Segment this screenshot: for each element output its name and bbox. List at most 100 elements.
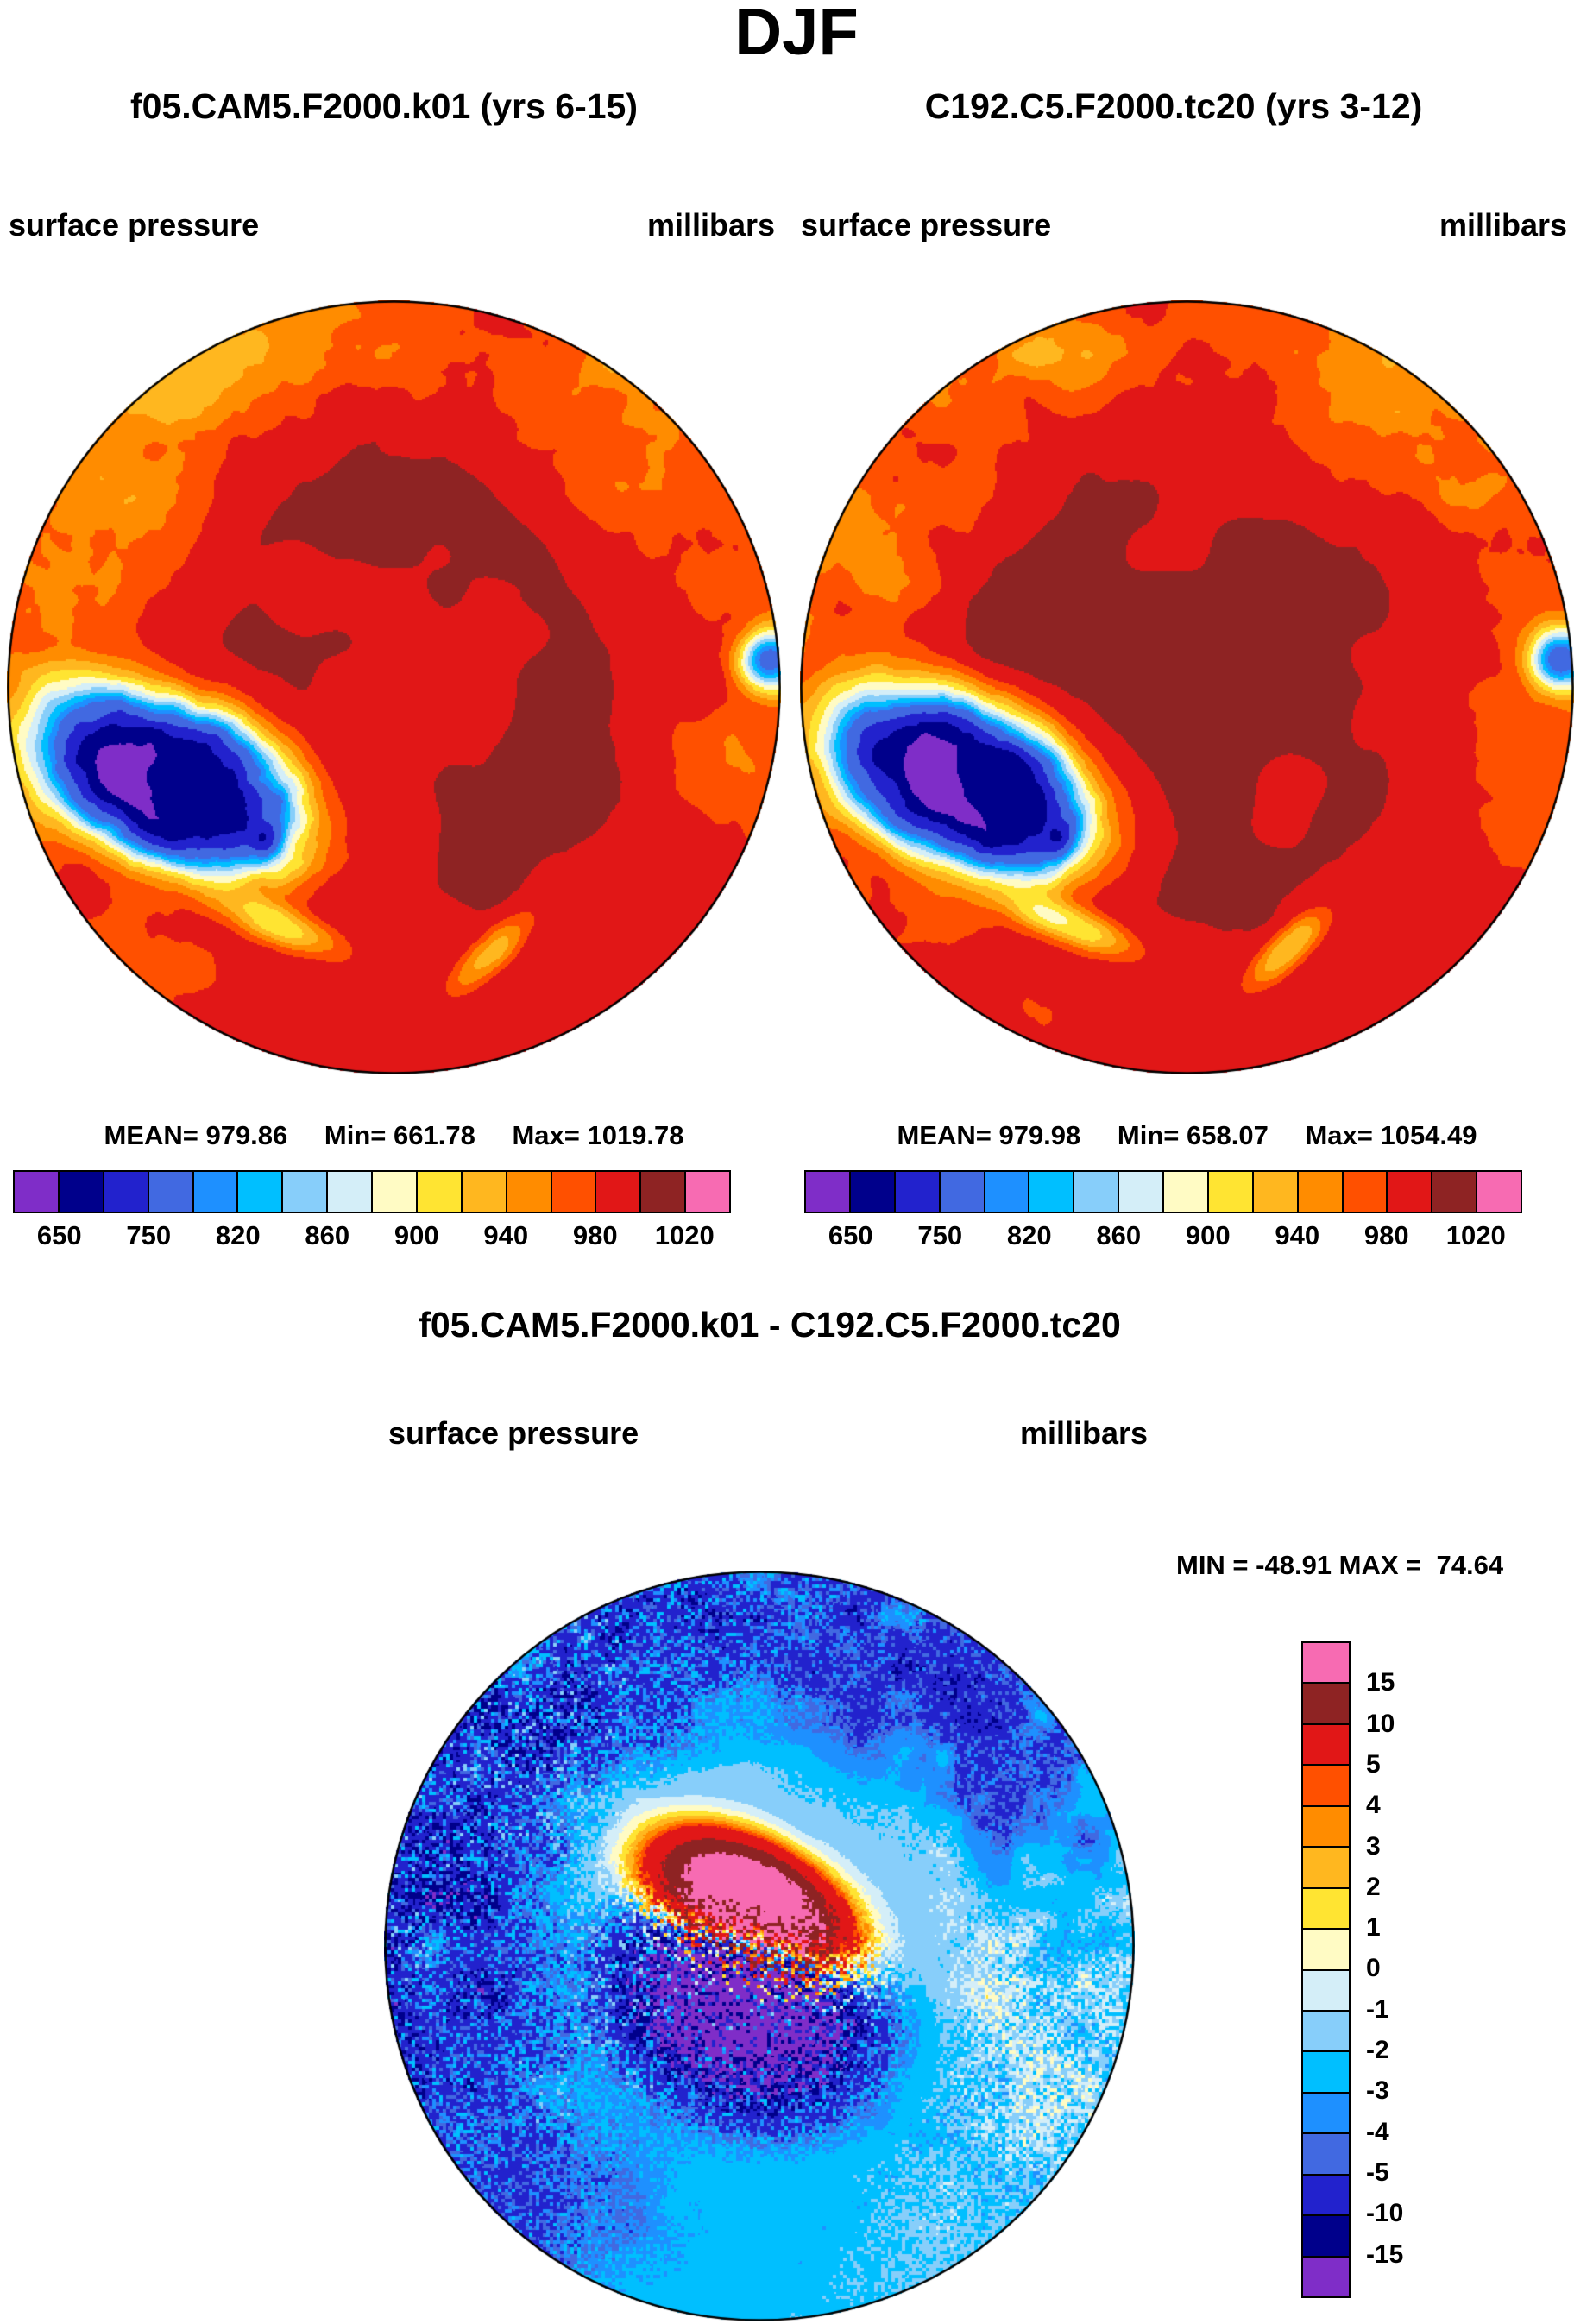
stats-right-mean: MEAN= 979.98	[897, 1120, 1081, 1150]
colorbar-box	[1303, 2175, 1349, 2217]
colorbar-box	[1303, 2257, 1349, 2296]
colorbar-box	[1253, 1172, 1299, 1212]
units-label-right: millibars	[1439, 207, 1567, 242]
difference-colorbar-tick-label: -4	[1366, 2117, 1389, 2146]
difference-colorbar-boxes	[1301, 1641, 1351, 2298]
field-label-diff: surface pressure	[388, 1415, 639, 1451]
colorbar-box	[1303, 1766, 1349, 1807]
colorbar-box	[1298, 1172, 1344, 1212]
colorbar-box	[940, 1172, 985, 1212]
colorbar-box	[641, 1172, 687, 1212]
colorbar-box	[1303, 1848, 1349, 1889]
colorbar-tick-label: 940	[483, 1220, 529, 1250]
colorbar-box	[1303, 1724, 1349, 1767]
colorbar-box	[462, 1172, 507, 1212]
colorbar-box	[1303, 2011, 1349, 2053]
difference-colorbar-tick-label: -10	[1366, 2199, 1404, 2228]
colorbar-box	[1303, 2052, 1349, 2094]
colorbar-box	[1477, 1172, 1521, 1212]
difference-label-row: surface pressure millibars	[388, 1415, 1148, 1452]
stats-right: MEAN= 979.98 Min= 658.07 Max= 1054.49	[800, 1120, 1574, 1151]
difference-colorbar-tick-label: -3	[1366, 2076, 1389, 2106]
colorbar-box	[417, 1172, 463, 1212]
field-label-left: surface pressure	[9, 207, 260, 242]
colorbar-tick-label: 900	[1185, 1220, 1231, 1250]
difference-colorbar-tick-label: 4	[1366, 1791, 1381, 1820]
colorbar-box	[1303, 1806, 1349, 1848]
difference-colorbar-tick-label: -5	[1366, 2157, 1389, 2187]
colorbar-box	[104, 1172, 149, 1212]
colorbar-boxes	[804, 1170, 1522, 1213]
colorbar-tick-label: 750	[917, 1220, 963, 1250]
colorbar-box	[1303, 1684, 1349, 1725]
colorbar-box	[193, 1172, 239, 1212]
stats-right-min: Min= 658.07	[1117, 1120, 1269, 1150]
difference-colorbar-tick-label: 15	[1366, 1668, 1395, 1697]
colorbar-tick-label: 750	[126, 1220, 172, 1250]
colorbar-tick-label: 860	[305, 1220, 350, 1250]
colorbar-box	[238, 1172, 284, 1212]
colorbar-box	[1303, 2093, 1349, 2135]
colorbar-tick-label: 940	[1275, 1220, 1320, 1250]
colorbar-tick-label: 820	[1006, 1220, 1052, 1250]
stats-left-min: Min= 661.78	[324, 1120, 475, 1150]
colorbar-box	[373, 1172, 418, 1212]
colorbar-box	[806, 1172, 851, 1212]
colorbar-box	[1303, 1970, 1349, 2012]
colorbar-box	[15, 1172, 60, 1212]
season-title: DJF	[734, 0, 859, 69]
stats-left-max: Max= 1019.78	[512, 1120, 684, 1150]
colorbar-box	[1074, 1172, 1120, 1212]
colorbar-box	[1343, 1172, 1388, 1212]
difference-minmax: MIN = -48.91 MAX = 74.64	[1176, 1550, 1504, 1580]
colorbar-box	[985, 1172, 1030, 1212]
colorbar-box	[1303, 1643, 1349, 1685]
colorbar-ticks: 650 750 820 860 900 940 980 1020	[13, 1220, 731, 1253]
difference-colorbar-tick-label: 10	[1366, 1709, 1395, 1738]
colorbar-box	[148, 1172, 194, 1212]
colorbar-tick-label: 900	[394, 1220, 439, 1250]
units-label-left: millibars	[646, 207, 775, 242]
colorbar-tick-label: 980	[572, 1220, 618, 1250]
colorbar-box	[328, 1172, 373, 1212]
difference-colorbar-tick-label: 0	[1366, 1954, 1381, 1983]
stats-left: MEAN= 979.86 Min= 661.78 Max= 1019.78	[7, 1120, 781, 1151]
colorbar-box	[1303, 1888, 1349, 1930]
colorbar-tick-label: 980	[1363, 1220, 1409, 1250]
colorbar-box	[507, 1172, 552, 1212]
difference-map	[384, 1571, 1135, 2321]
colorbar-box	[283, 1172, 329, 1212]
difference-colorbar-tick-label: -1	[1366, 1994, 1389, 2024]
colorbar-box	[1303, 2216, 1349, 2258]
colorbar-box	[1119, 1172, 1164, 1212]
panel-right-label-row: surface pressure millibars	[801, 207, 1567, 243]
pressure-map-left	[7, 300, 781, 1074]
pressure-map-right	[800, 300, 1574, 1074]
colorbar-box	[1388, 1172, 1433, 1212]
field-label-right: surface pressure	[801, 207, 1052, 242]
colorbar-box	[850, 1172, 896, 1212]
colorbar-ticks: 650 750 820 860 900 940 980 1020	[804, 1220, 1522, 1253]
difference-title: f05.CAM5.F2000.k01 - C192.C5.F2000.tc20	[419, 1305, 1121, 1345]
colorbar-box	[551, 1172, 597, 1212]
difference-colorbar-tick-label: 5	[1366, 1749, 1381, 1779]
colorbar-box	[895, 1172, 941, 1212]
colorbar-box	[1303, 2134, 1349, 2176]
units-label-diff: millibars	[1019, 1415, 1148, 1451]
colorbar-box	[1303, 1930, 1349, 1971]
difference-colorbar-tick-label: -15	[1366, 2239, 1404, 2269]
difference-colorbar-tick-label: 1	[1366, 1913, 1381, 1943]
pressure-colorbar-right: 650 750 820 860 900 940 980 1020	[804, 1170, 1522, 1253]
colorbar-tick-label: 820	[215, 1220, 261, 1250]
difference-colorbar-tick-label: 2	[1366, 1872, 1381, 1901]
difference-colorbar: 15 10 5 4 3 2 1 0 -1 -2 -3 -4 -5 -10 -15	[1301, 1641, 1474, 2298]
difference-colorbar-tick-label: 3	[1366, 1831, 1381, 1861]
panel-left-label-row: surface pressure millibars	[9, 207, 775, 243]
stats-right-max: Max= 1054.49	[1305, 1120, 1477, 1150]
colorbar-box	[1164, 1172, 1209, 1212]
difference-colorbar-tick-label: -2	[1366, 2036, 1389, 2064]
colorbar-tick-label: 650	[828, 1220, 873, 1250]
colorbar-box	[59, 1172, 104, 1212]
colorbar-tick-label: 860	[1096, 1220, 1142, 1250]
